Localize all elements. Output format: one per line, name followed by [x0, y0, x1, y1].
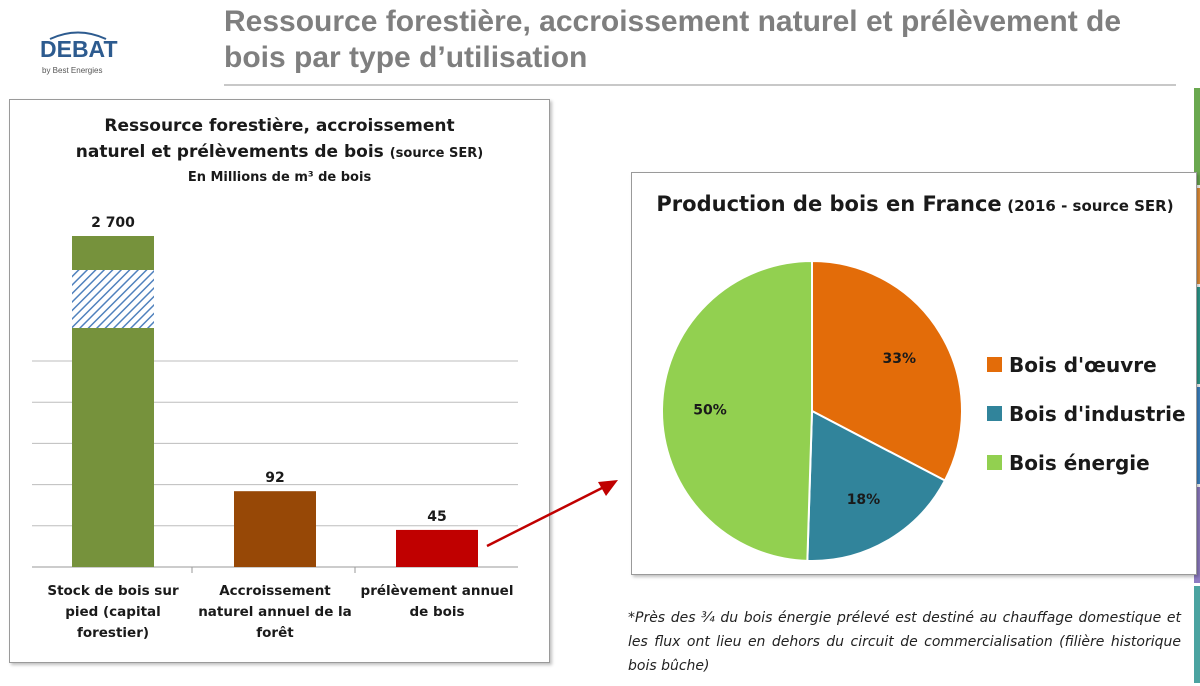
logo-arc-icon: [49, 31, 107, 40]
x-tick-label: pied (capital: [65, 604, 161, 620]
pie-slice-label: 18%: [847, 492, 881, 508]
edge-strip-segment: [1194, 586, 1200, 683]
bar-chart-subtitle: En Millions de m³ de bois: [187, 170, 372, 185]
pie-chart-title-source: (2016 - source SER): [1007, 197, 1174, 215]
bar: [234, 491, 316, 567]
edge-strip-segment: [1194, 287, 1200, 384]
footnote: *Près des ¾ du bois énergie prélevé est …: [628, 610, 1181, 674]
x-tick-label: prélèvement annuel: [361, 583, 514, 599]
x-tick-label: forestier): [77, 625, 149, 641]
x-tick-label: Stock de bois sur: [47, 583, 179, 599]
legend-label: Bois énergie: [1009, 451, 1150, 475]
pie-chart-title: Production de bois en France (2016 - sou…: [650, 187, 1180, 223]
edge-strip-segment: [1194, 187, 1200, 285]
pie-slice: [811, 259, 963, 482]
x-tick-label: naturel annuel de la: [198, 604, 352, 620]
pie-chart-title-main: Production de bois en France: [656, 192, 1002, 216]
bar-value-label: 2 700: [91, 215, 135, 231]
pie-slice: [806, 409, 947, 562]
pie-chart-panel: Production de bois en France (2016 - sou…: [631, 172, 1197, 575]
legend-label: Bois d'industrie: [1009, 402, 1186, 426]
x-tick-label: de bois: [409, 604, 464, 620]
legend-label: Bois d'œuvre: [1009, 353, 1157, 377]
edge-strip-segment: [1194, 486, 1200, 584]
pie-slice-label: 50%: [693, 402, 727, 418]
bar-value-label: 92: [265, 470, 284, 486]
pie-chart: 33% 18% 50% Bois d'œuvre Bois d'industrie Bo…: [661, 259, 1186, 562]
logo-tagline: by Best Energies: [42, 66, 103, 75]
slide-title: Ressource forestière, accroissement natu…: [224, 5, 1122, 74]
x-tick-label: Accroissement: [219, 583, 331, 599]
legend-swatch: [987, 455, 1002, 470]
bar-chart-title-line1: Ressource forestière, accroissement: [104, 116, 455, 136]
edge-strip-segment: [1194, 387, 1200, 484]
title-divider: [224, 84, 1176, 86]
pie-slice-label: 33%: [883, 351, 917, 367]
edge-strip-segment: [1194, 88, 1200, 185]
bar-value-label: 45: [427, 509, 446, 525]
legend-swatch: [987, 406, 1002, 421]
axis-break-hatch: [72, 270, 154, 328]
bar-chart-title: Ressource forestière, accroissement natu…: [10, 113, 549, 189]
pie-slice: [661, 259, 813, 562]
logo-wordmark: DEBAT: [40, 36, 118, 62]
bar: [396, 529, 478, 567]
bar-chart-title-line2: naturel et prélèvements de bois: [75, 142, 384, 162]
bar-chart-title-source: (source SER): [389, 146, 484, 161]
legend-swatch: [987, 357, 1002, 372]
logo: DEBAT by Best Energies: [40, 31, 118, 80]
bar-chart: 2 700 Stock de bois sur pied (capital fores…: [32, 215, 518, 641]
x-tick-label: forêt: [256, 625, 294, 641]
arrow-head-icon: [598, 480, 618, 496]
bar-chart-panel: 2 700 Stock de bois sur pied (capital fores…: [9, 99, 550, 663]
decorative-edge-strip: [1194, 88, 1200, 686]
